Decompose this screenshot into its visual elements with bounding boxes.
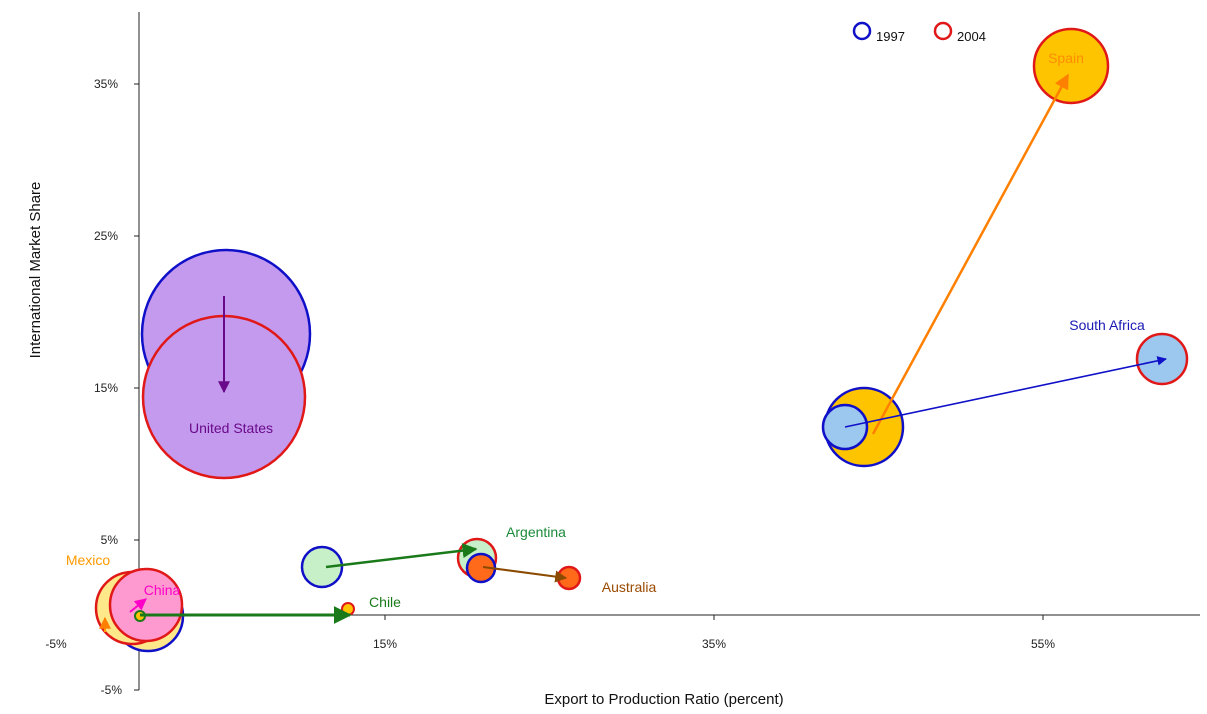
label-chile: Chile bbox=[369, 594, 401, 610]
bubble-argentina-1997 bbox=[300, 545, 344, 589]
legend-label-1997: 1997 bbox=[876, 29, 905, 44]
label-argentina: Argentina bbox=[506, 524, 566, 540]
x-tick-label: 35% bbox=[702, 637, 726, 651]
label-australia: Australia bbox=[602, 579, 657, 595]
x-tick-label: -5% bbox=[45, 637, 67, 651]
y-tick-label: 5% bbox=[101, 533, 119, 547]
arrow-argentina bbox=[325, 543, 478, 569]
arrow-spain bbox=[871, 73, 1070, 435]
legend: 1997 2004 bbox=[852, 21, 986, 44]
legend-marker-2004 bbox=[933, 21, 953, 41]
y-tick-label: -5% bbox=[101, 683, 123, 697]
arrows bbox=[99, 73, 1167, 632]
arrow-china bbox=[129, 598, 147, 613]
bubble-chile-2004 bbox=[341, 602, 355, 616]
label-china: China bbox=[144, 582, 181, 598]
label-spain: Spain bbox=[1048, 50, 1084, 66]
y-tick-label: 35% bbox=[94, 77, 118, 91]
arrow-australia bbox=[482, 566, 568, 583]
bubbles bbox=[94, 27, 1189, 653]
y-tick-label: 25% bbox=[94, 229, 118, 243]
y-ticks bbox=[134, 83, 139, 691]
label-mexico: Mexico bbox=[66, 552, 111, 568]
x-tick-label: 55% bbox=[1031, 637, 1055, 651]
bubble-china-2004 bbox=[108, 567, 184, 643]
y-axis-title: International Market Share bbox=[27, 182, 44, 359]
bubble-south-africa-2004 bbox=[1135, 332, 1189, 386]
x-ticks bbox=[384, 615, 1044, 620]
x-axis-title: Export to Production Ratio (percent) bbox=[544, 691, 783, 708]
legend-label-2004: 2004 bbox=[957, 29, 986, 44]
label-united-states: United States bbox=[189, 420, 273, 436]
x-tick-label: 15% bbox=[373, 637, 397, 651]
legend-marker-1997 bbox=[852, 21, 872, 41]
y-tick-label: 15% bbox=[94, 381, 118, 395]
country-labels: United States Spain South Africa Argenti… bbox=[66, 50, 1145, 610]
label-south-africa: South Africa bbox=[1069, 317, 1145, 333]
bubble-spain-2004 bbox=[1032, 27, 1110, 105]
arrow-south-africa bbox=[844, 356, 1167, 428]
